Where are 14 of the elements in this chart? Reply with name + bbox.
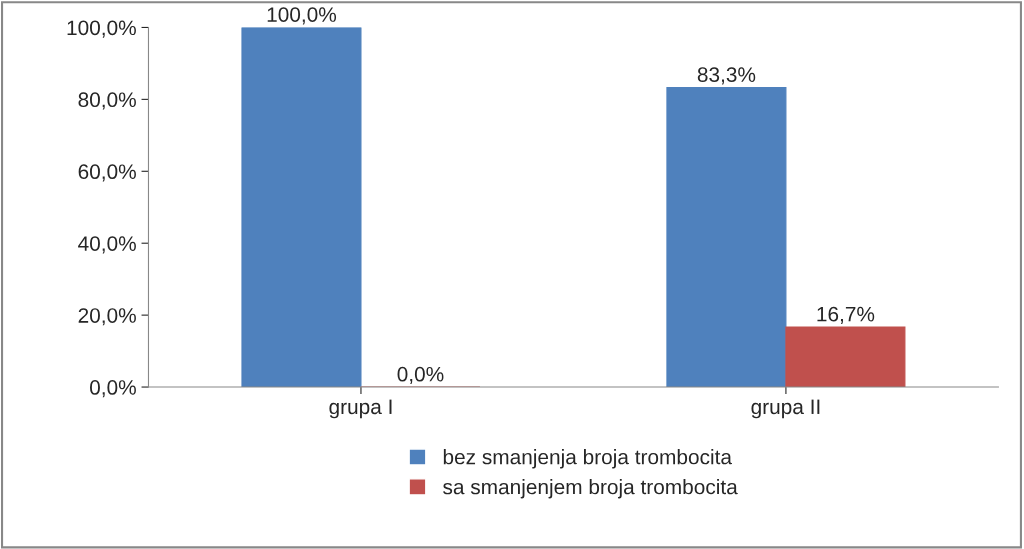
data-label: 100,0%: [267, 7, 337, 25]
y-tick-label: 100,0%: [67, 20, 136, 38]
x-tick-label: grupa I: [329, 399, 392, 419]
data-label: 0,0%: [397, 366, 444, 384]
legend-label: bez smanjenja broja trombocita: [443, 449, 732, 469]
x-tick-label: grupa II: [751, 399, 820, 419]
data-label: 16,7%: [817, 306, 875, 324]
y-tick-label: 60,0%: [78, 164, 136, 182]
y-tick-label: 20,0%: [78, 308, 136, 326]
legend-label: sa smanjenjem broja trombocita: [443, 479, 738, 499]
data-label: 83,3%: [697, 67, 756, 85]
y-tick-label: 80,0%: [78, 92, 136, 110]
y-tick-label: 40,0%: [78, 236, 136, 254]
y-tick-label: 0,0%: [90, 380, 136, 398]
